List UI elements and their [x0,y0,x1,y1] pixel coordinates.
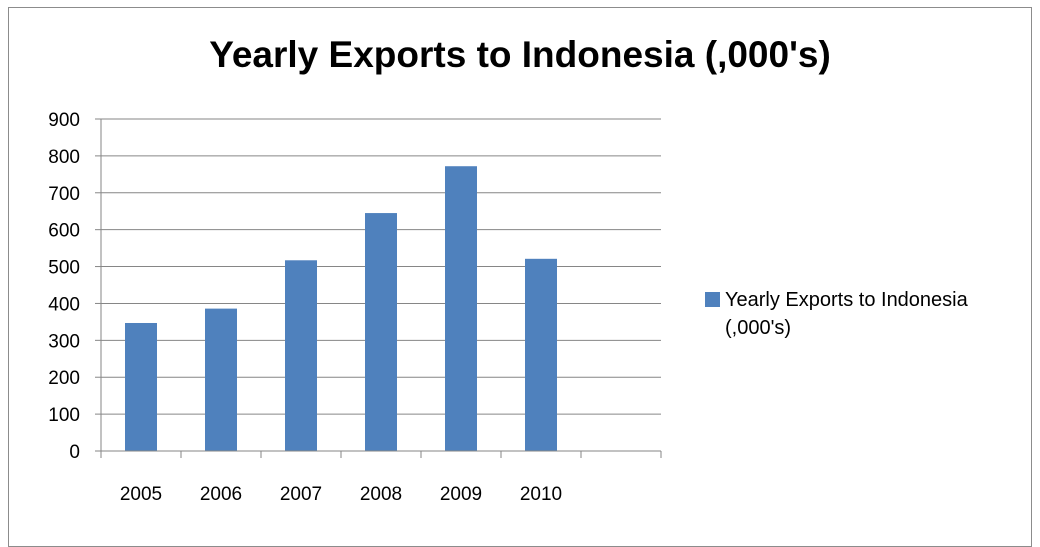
y-tick-label: 100 [48,405,80,426]
x-tick-label: 2010 [520,484,562,505]
legend-label: Yearly Exports to Indonesia (,000's) [725,289,968,339]
bar-2008 [365,213,397,451]
bar-2006 [205,308,237,451]
x-tick-label: 2006 [200,484,242,505]
legend-swatch [705,292,720,307]
y-tick-labels: 0 100 200 300 400 500 600 700 800 900 [48,110,80,463]
y-tick-label: 700 [48,184,80,205]
x-tick-label: 2009 [440,484,482,505]
x-tick-label: 2008 [360,484,402,505]
y-tick-label: 200 [48,368,80,389]
x-tick-label: 2007 [280,484,322,505]
chart-title: Yearly Exports to Indonesia (,000's) [209,34,831,75]
y-tick-label: 300 [48,331,80,352]
bar-2007 [285,260,317,451]
chart-frame [8,7,1032,547]
bar-2005 [125,322,157,451]
bar-2009 [445,166,477,451]
bar-2010 [525,258,557,451]
x-tick-labels: 2005 2006 2007 2008 2009 2010 [120,484,562,505]
bars [125,166,557,451]
axes [95,118,662,458]
y-tick-label: 600 [48,221,80,242]
y-tick-label: 800 [48,147,80,168]
y-tick-label: 500 [48,258,80,279]
y-tick-label: 900 [48,110,80,131]
y-tick-label: 400 [48,294,80,315]
y-tick-label: 0 [69,442,80,463]
x-tick-label: 2005 [120,484,162,505]
